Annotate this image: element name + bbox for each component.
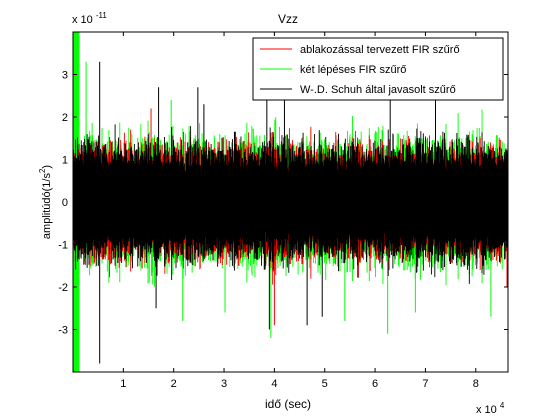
x-tick-label: 3 — [221, 378, 227, 390]
x-tick-label: 8 — [473, 378, 479, 390]
x-tick-label: 6 — [372, 378, 378, 390]
y-axis-label-close: ) — [41, 165, 53, 169]
x-tick-label: 4 — [271, 378, 277, 390]
y-axis-label: amplitúdó(1/s2) — [38, 165, 53, 239]
legend-box — [252, 37, 504, 101]
y-tick-label: -1 — [58, 240, 68, 252]
chart-title: Vzz — [278, 12, 298, 26]
x-tick-label: 5 — [322, 378, 328, 390]
x-tick-label: 7 — [422, 378, 428, 390]
x-exponent-base: x 10 — [476, 404, 497, 416]
x-exponent-power: 4 — [500, 401, 505, 410]
y-tick-label: 0 — [62, 197, 68, 209]
y-exponent-label: x 10 -11 — [72, 11, 107, 26]
x-exponent-label: x 10 4 — [476, 401, 505, 416]
legend: ablakozással tervezett FIR szűrő két lép… — [252, 37, 504, 101]
y-tick-label: 1 — [62, 155, 68, 167]
y-tick-label: 3 — [62, 70, 68, 82]
x-tick-label: 1 — [120, 378, 126, 390]
legend-label-windowed-fir: ablakozással tervezett FIR szűrő — [300, 44, 460, 56]
y-tick-label: 2 — [62, 112, 68, 124]
y-tick-label: -2 — [58, 282, 68, 294]
y-axis-label-exp: 2 — [38, 168, 47, 173]
y-exponent-power: -11 — [96, 11, 108, 20]
y-axis-label-base: amplitúdó(1/s — [41, 173, 53, 240]
legend-label-two-step-fir: két lépéses FIR szűrő — [300, 64, 406, 76]
x-tick-label: 2 — [171, 378, 177, 390]
legend-label-schuh-filter: W-.D. Schuh által javasolt szűrő — [300, 84, 456, 96]
y-tick-label: -3 — [58, 325, 68, 337]
y-exponent-base: x 10 — [72, 14, 93, 26]
x-axis-ticks: 1 2 3 4 5 6 7 8 — [120, 32, 479, 390]
y-axis-ticks: -3 -2 -1 0 1 2 3 — [58, 70, 508, 337]
x-axis-label: idő (sec) — [265, 397, 311, 411]
